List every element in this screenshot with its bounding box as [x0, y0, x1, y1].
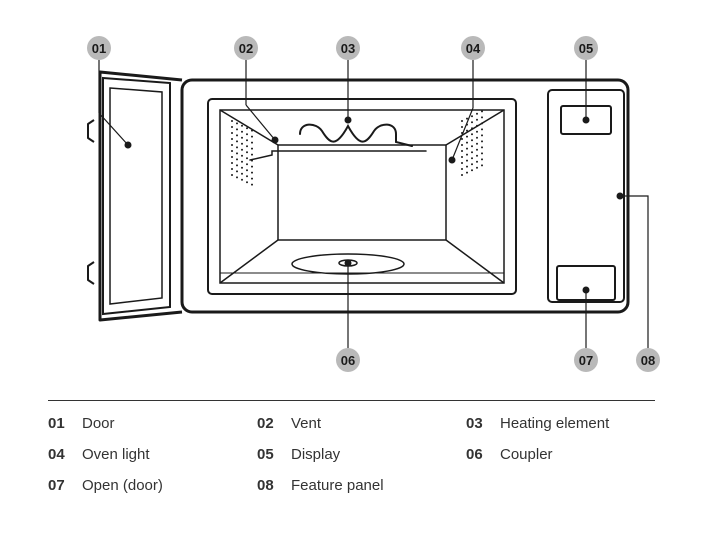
legend-item: 02 Vent — [257, 415, 446, 432]
legend-num: 04 — [48, 446, 72, 463]
legend-num: 08 — [257, 477, 281, 494]
legend-item: 06 Coupler — [466, 446, 655, 463]
legend-label: Feature panel — [291, 477, 384, 494]
legend-num: 03 — [466, 415, 490, 432]
callout-badge-04: 04 — [461, 36, 485, 60]
legend-num: 02 — [257, 415, 281, 432]
callout-badge-01: 01 — [87, 36, 111, 60]
legend-label: Open (door) — [82, 477, 163, 494]
legend-item: 03 Heating element — [466, 415, 655, 432]
callout-badge-05: 05 — [574, 36, 598, 60]
legend-num: 05 — [257, 446, 281, 463]
legend-item: 04 Oven light — [48, 446, 237, 463]
legend-label: Heating element — [500, 415, 609, 432]
legend-num: 01 — [48, 415, 72, 432]
legend-item: 01 Door — [48, 415, 237, 432]
callout-badge-08: 08 — [636, 348, 660, 372]
legend-label: Door — [82, 415, 115, 432]
callout-badge-07: 07 — [574, 348, 598, 372]
legend-item: 07 Open (door) — [48, 477, 237, 494]
legend-num: 07 — [48, 477, 72, 494]
callout-badge-03: 03 — [336, 36, 360, 60]
legend-item: 05 Display — [257, 446, 446, 463]
callout-badge-02: 02 — [234, 36, 258, 60]
legend-num: 06 — [466, 446, 490, 463]
legend-item: 08 Feature panel — [257, 477, 446, 494]
legend: 01 Door 02 Vent 03 Heating element 04 Ov… — [48, 400, 655, 494]
legend-label: Display — [291, 446, 340, 463]
legend-label: Vent — [291, 415, 321, 432]
legend-grid: 01 Door 02 Vent 03 Heating element 04 Ov… — [48, 401, 655, 494]
legend-label: Oven light — [82, 446, 150, 463]
legend-label: Coupler — [500, 446, 553, 463]
callout-badge-06: 06 — [336, 348, 360, 372]
